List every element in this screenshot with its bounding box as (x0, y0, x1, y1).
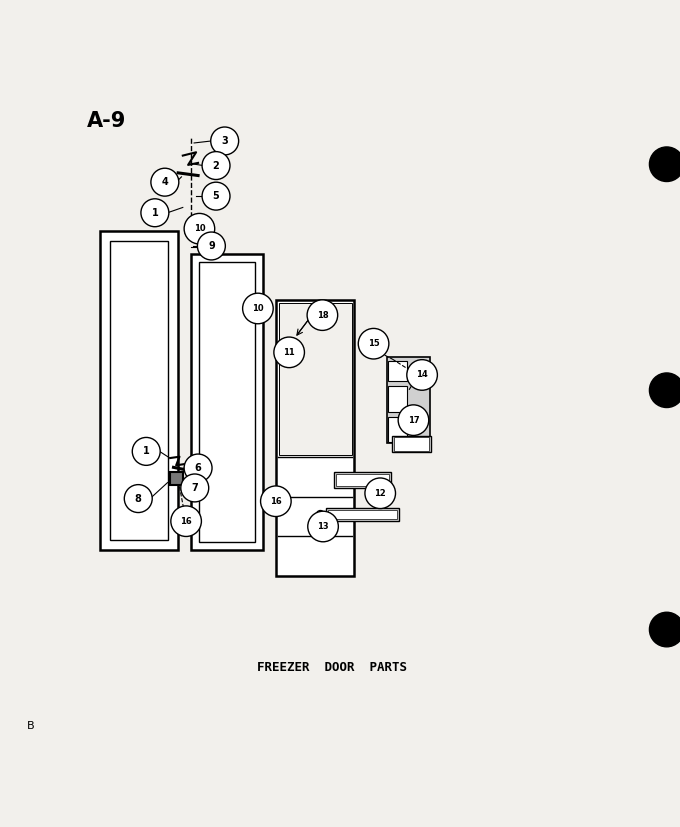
Text: 4: 4 (161, 177, 168, 187)
Text: 11: 11 (284, 348, 295, 356)
Circle shape (316, 510, 324, 519)
Circle shape (307, 300, 338, 331)
Bar (100, 231, 178, 550)
Text: 1: 1 (143, 447, 150, 457)
Text: 15: 15 (368, 339, 379, 348)
Circle shape (649, 612, 680, 647)
Bar (337, 474, 389, 486)
Bar (388, 417, 407, 442)
Circle shape (202, 182, 230, 210)
Text: B: B (27, 721, 34, 731)
Text: 18: 18 (317, 311, 328, 319)
Bar (387, 357, 430, 443)
Text: 10: 10 (194, 224, 205, 233)
Bar (388, 361, 407, 381)
Bar (279, 304, 352, 456)
Text: 12: 12 (375, 489, 386, 498)
Circle shape (308, 511, 339, 542)
Circle shape (202, 151, 230, 179)
Circle shape (398, 405, 429, 436)
Bar (388, 386, 407, 412)
Bar (326, 508, 399, 521)
Bar (328, 510, 397, 519)
Circle shape (358, 328, 389, 359)
Bar (199, 262, 255, 542)
Text: 9: 9 (208, 241, 215, 251)
Text: A-9: A-9 (86, 111, 126, 131)
Bar (276, 300, 354, 576)
Text: 14: 14 (416, 370, 428, 380)
Circle shape (260, 486, 291, 517)
Circle shape (133, 437, 160, 466)
Text: 17: 17 (407, 416, 420, 424)
Text: 8: 8 (135, 494, 141, 504)
Text: 2: 2 (213, 160, 220, 170)
Text: 1: 1 (152, 208, 158, 218)
Circle shape (171, 506, 201, 537)
Circle shape (151, 168, 179, 196)
Circle shape (365, 478, 396, 509)
Text: 13: 13 (318, 522, 329, 531)
Circle shape (407, 360, 437, 390)
Bar (392, 436, 430, 452)
Text: 16: 16 (270, 497, 282, 506)
Text: 5: 5 (213, 191, 220, 201)
Text: 10: 10 (252, 304, 264, 313)
Bar (192, 254, 263, 550)
Text: FREEZER  DOOR  PARTS: FREEZER DOOR PARTS (257, 661, 407, 674)
Bar (109, 241, 168, 540)
Circle shape (184, 213, 215, 244)
Text: 6: 6 (194, 463, 201, 473)
Circle shape (211, 127, 239, 155)
Circle shape (141, 198, 169, 227)
Circle shape (197, 232, 225, 260)
Circle shape (181, 474, 209, 502)
Text: 16: 16 (180, 517, 192, 526)
Circle shape (649, 373, 680, 408)
Bar (335, 472, 391, 488)
Circle shape (124, 485, 152, 513)
Bar (394, 437, 429, 451)
Circle shape (649, 147, 680, 181)
Text: 7: 7 (191, 483, 198, 493)
Circle shape (184, 454, 212, 482)
Circle shape (243, 294, 273, 323)
Text: 3: 3 (221, 136, 228, 146)
Circle shape (185, 227, 194, 236)
Circle shape (274, 337, 305, 368)
Bar (169, 472, 183, 485)
